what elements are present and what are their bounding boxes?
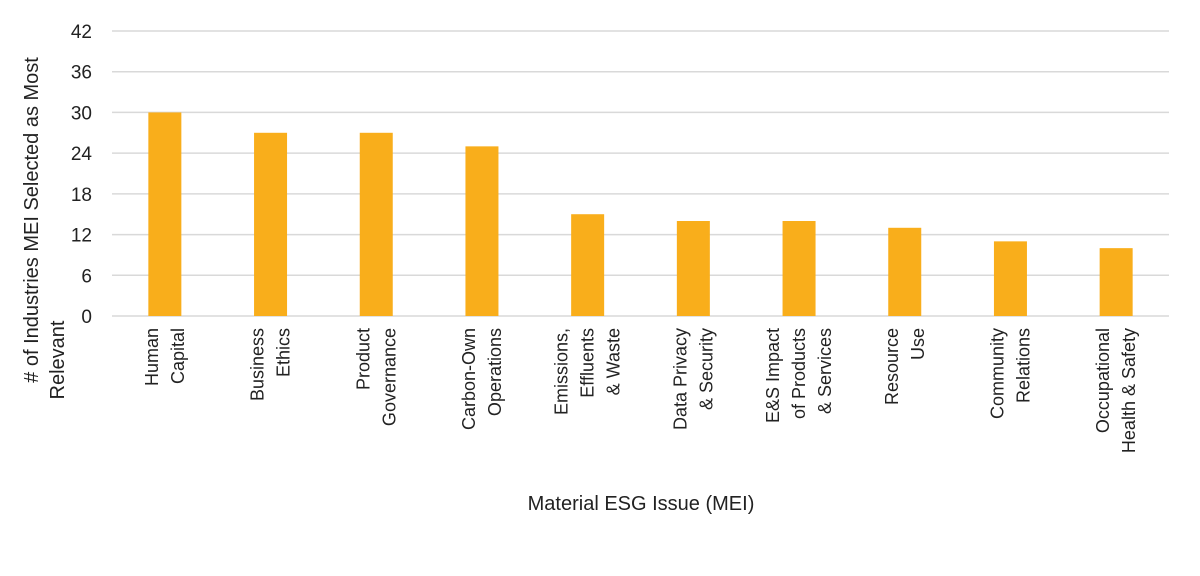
- y-tick-label: 24: [71, 144, 93, 165]
- x-tick-label: Resource Use: [882, 328, 928, 405]
- bar: [254, 132, 288, 316]
- bar: [782, 221, 816, 316]
- bar: [888, 227, 922, 316]
- x-tick-label: Product Governance: [353, 328, 399, 426]
- svg-text:Emissions,Effluents& Waste: Emissions, Effluents & Waste: [552, 328, 624, 415]
- x-tick-label: Community Relations: [987, 328, 1033, 419]
- x-tick-label: Human Capital: [142, 328, 188, 386]
- y-axis-title: # of Industries MEI Selected as Most Rele…: [21, 57, 69, 400]
- x-tick-label: Business Ethics: [248, 328, 294, 401]
- y-tick-label: 42: [71, 22, 92, 43]
- x-tick-label: Emissions, Effluents & Waste: [552, 328, 624, 415]
- x-axis-title: Material ESG Issue (MEI): [528, 493, 755, 515]
- x-tick-label: E&S Impact of Products & Services: [763, 328, 835, 423]
- bar: [993, 241, 1027, 316]
- bar: [676, 221, 710, 316]
- y-tick-label: 18: [71, 185, 92, 206]
- x-tick-label: Occupational Health & Safety: [1093, 328, 1139, 453]
- y-tick-label: 36: [71, 63, 92, 84]
- bar: [571, 214, 605, 316]
- bar: [148, 112, 182, 316]
- y-tick-label: 0: [81, 307, 92, 328]
- y-tick-label: 30: [71, 103, 92, 124]
- bar: [359, 132, 393, 316]
- bar: [1099, 248, 1133, 316]
- x-tick-label: Carbon-Own Operations: [459, 328, 505, 430]
- gridlines: [112, 30, 1169, 317]
- y-axis-ticks: 0 6 12 18 24 30 36 42: [71, 22, 93, 328]
- bars: [148, 112, 1133, 316]
- category-labels: Human Capital Business Ethics Product Governa…: [142, 328, 1139, 453]
- x-tick-label: Data Privacy & Security: [670, 328, 716, 430]
- bar: [465, 146, 499, 316]
- y-tick-label: 6: [81, 266, 92, 287]
- y-tick-label: 12: [71, 226, 92, 247]
- svg-text:Data Privacy& Security: Data Privacy & Security: [670, 328, 716, 430]
